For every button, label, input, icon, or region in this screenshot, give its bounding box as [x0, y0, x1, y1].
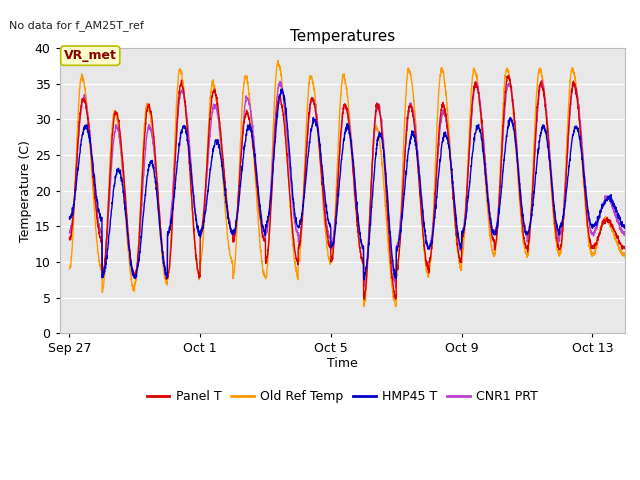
Text: No data for f_AM25T_ref: No data for f_AM25T_ref — [9, 20, 143, 31]
X-axis label: Time: Time — [327, 357, 358, 370]
Text: VR_met: VR_met — [64, 49, 116, 62]
Legend: Panel T, Old Ref Temp, HMP45 T, CNR1 PRT: Panel T, Old Ref Temp, HMP45 T, CNR1 PRT — [142, 385, 543, 408]
Y-axis label: Temperature (C): Temperature (C) — [19, 140, 32, 242]
Title: Temperatures: Temperatures — [290, 29, 395, 44]
